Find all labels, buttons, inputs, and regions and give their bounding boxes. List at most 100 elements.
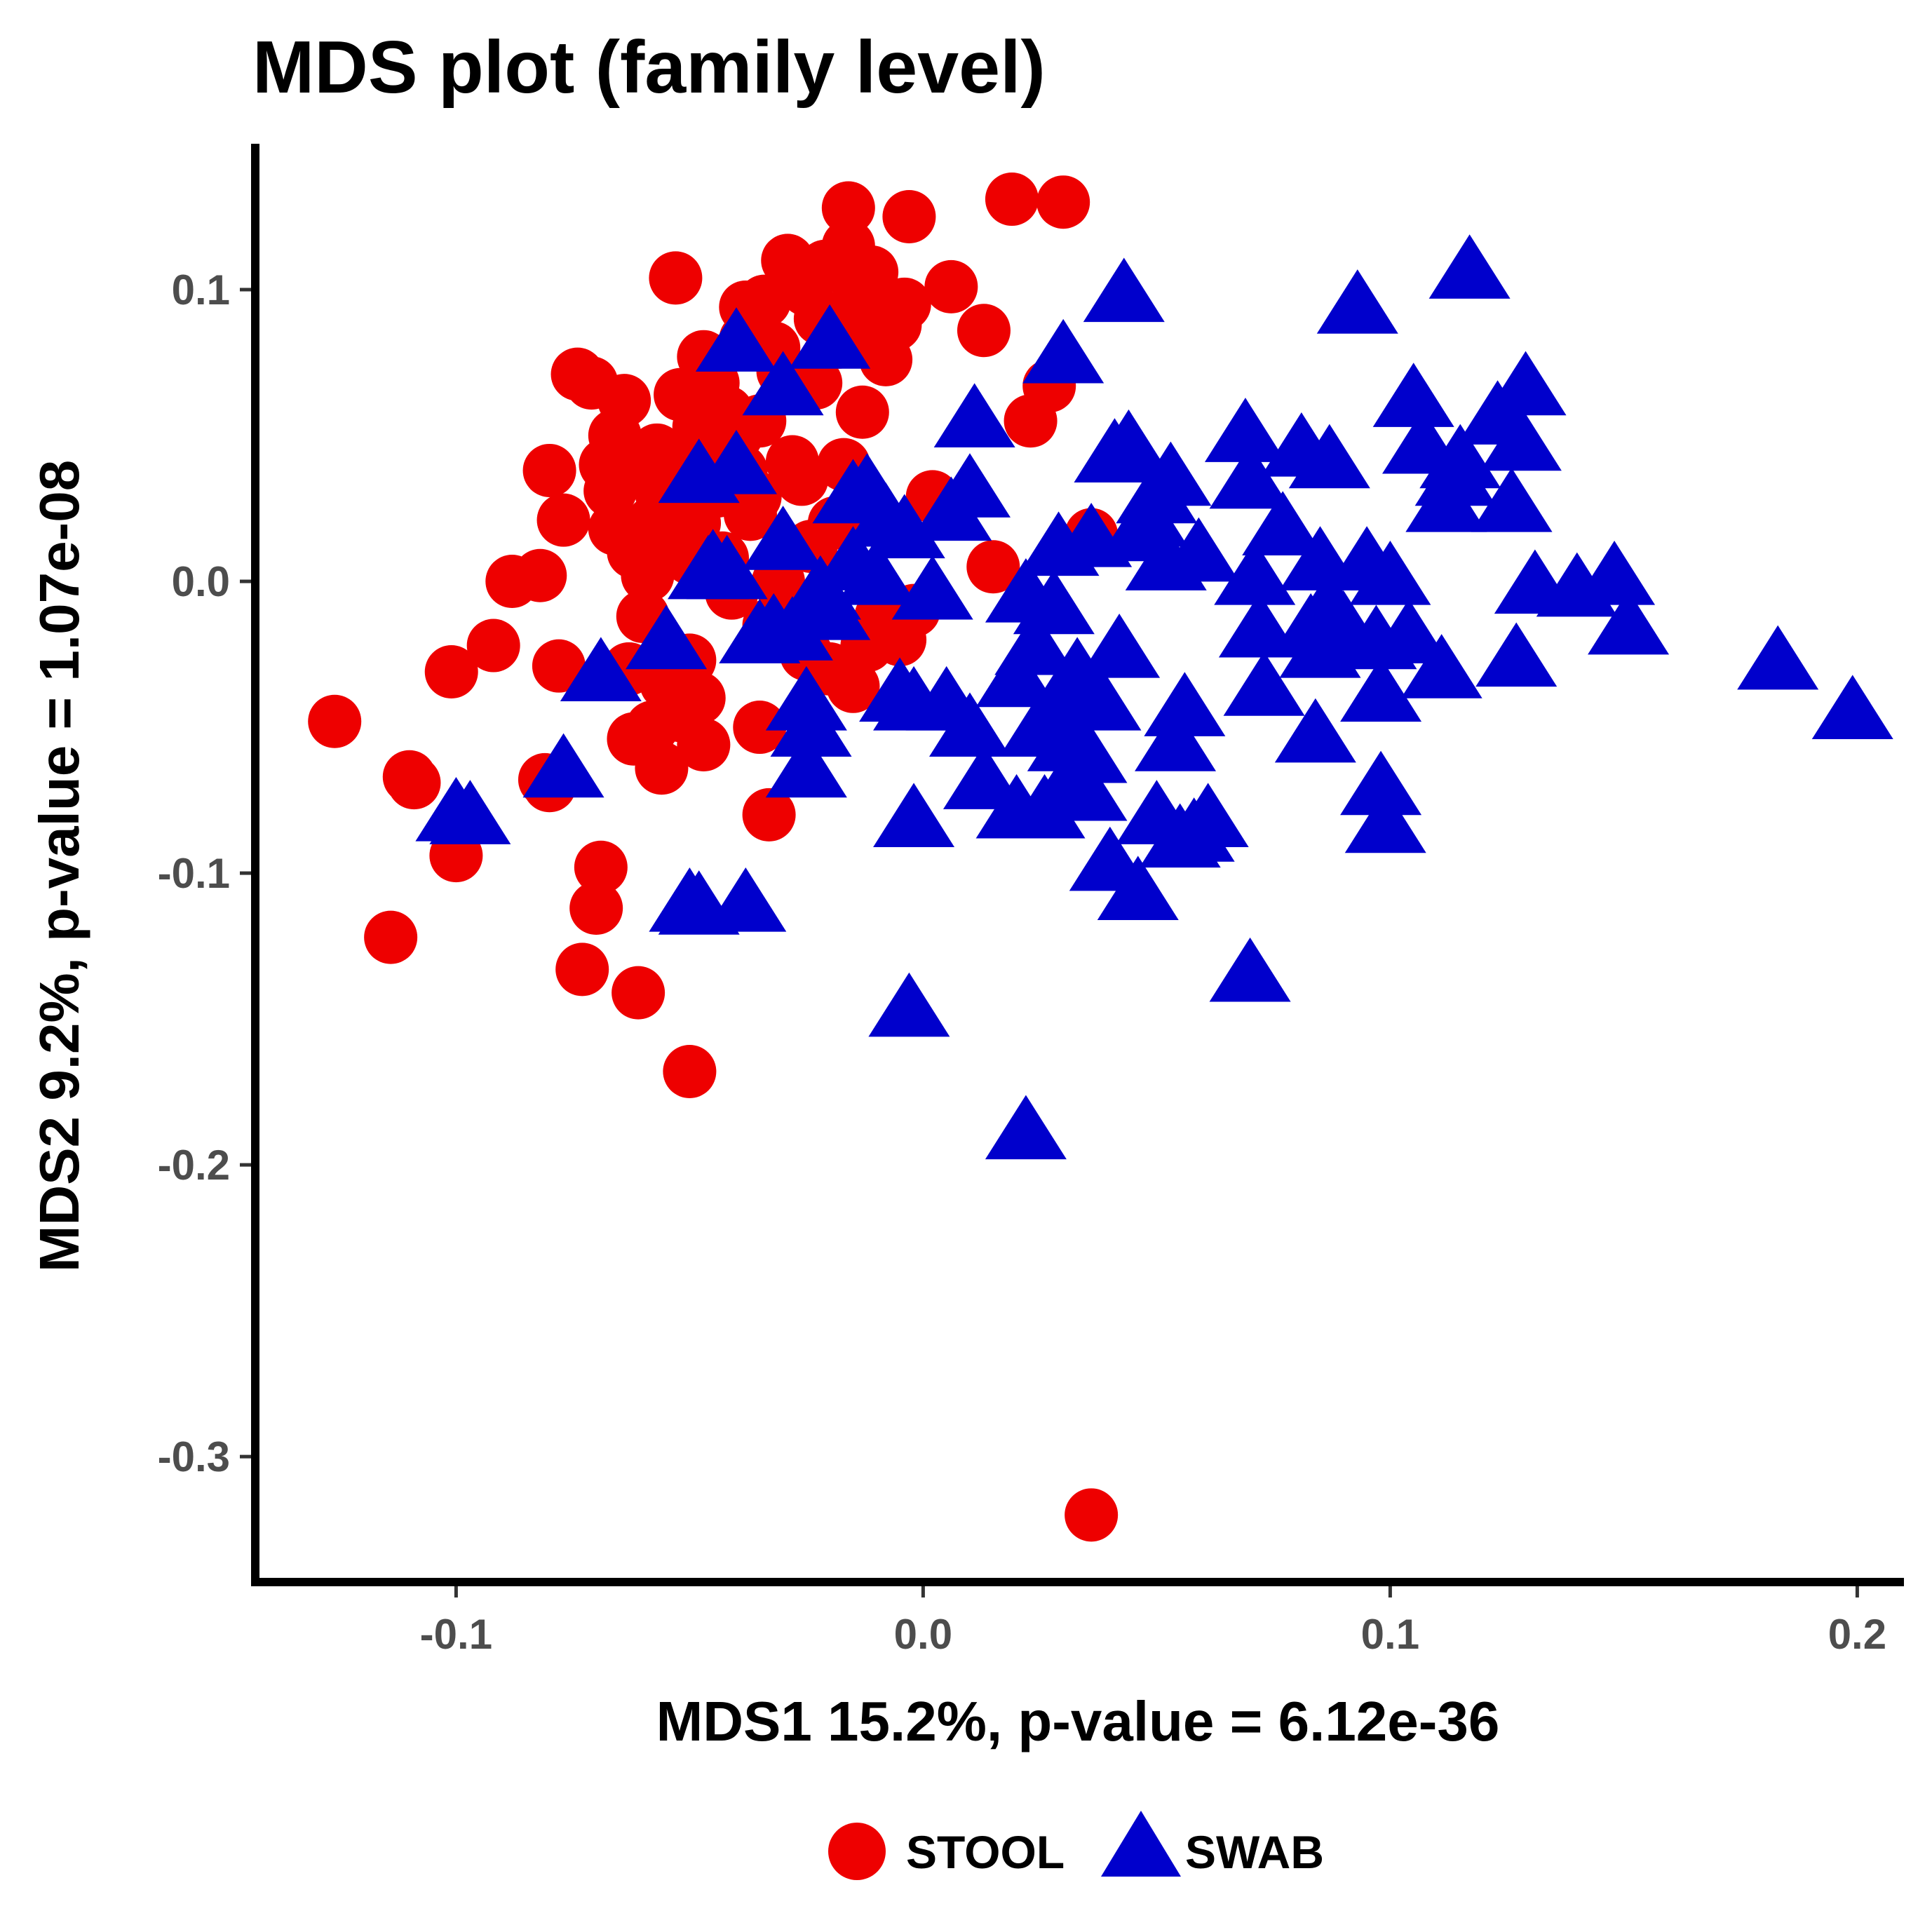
data-point-swab <box>1135 707 1217 771</box>
y-tick-label: -0.3 <box>158 1433 230 1480</box>
data-point-swab <box>1022 318 1105 384</box>
data-point-swab <box>835 541 917 605</box>
data-point-swab <box>1046 718 1128 783</box>
data-point-swab <box>1158 517 1240 582</box>
data-point-swab <box>933 383 1015 448</box>
data-point-stool <box>966 540 1020 594</box>
data-point-swab <box>1368 599 1450 663</box>
data-point-swab <box>626 604 708 670</box>
data-point-stool <box>957 304 1011 358</box>
data-point-swab <box>1079 614 1161 678</box>
legend-swab-label: SWAB <box>1185 1826 1324 1878</box>
data-point-stool <box>569 881 623 935</box>
data-point-swab <box>1060 666 1142 731</box>
data-point-stool <box>555 943 609 997</box>
data-point-swab <box>1588 590 1670 655</box>
data-point-swab <box>985 1095 1067 1160</box>
data-point-swab <box>1485 351 1567 416</box>
data-point-stool <box>677 718 731 772</box>
x-tick-label: 0.2 <box>1828 1611 1886 1658</box>
data-point-swab <box>1214 541 1296 605</box>
y-axis-ticks: -0.3 -0.2 -0.1 0.0 0.1 <box>158 266 251 1480</box>
x-tick-label: 0.0 <box>894 1611 952 1658</box>
data-point-stool <box>364 910 418 964</box>
data-point-swab <box>1209 937 1291 1002</box>
data-point-stool <box>835 385 889 439</box>
data-point-stool <box>513 548 567 602</box>
data-point-stool <box>1065 1488 1119 1542</box>
data-point-swab <box>1344 788 1426 853</box>
data-point-swab <box>751 596 833 661</box>
legend-stool-label: STOOL <box>906 1826 1065 1878</box>
data-point-swab <box>1144 672 1226 736</box>
data-point-stool <box>466 619 520 673</box>
y-tick-label: 0.1 <box>172 266 230 313</box>
data-point-swab <box>522 733 604 798</box>
data-point-swab <box>1316 269 1398 334</box>
y-tick-label: -0.1 <box>158 850 230 897</box>
data-point-stool <box>382 750 436 804</box>
data-point-swab <box>873 783 955 847</box>
data-point-swab <box>770 692 852 757</box>
points-layer <box>308 173 1893 1542</box>
data-point-swab <box>695 307 777 372</box>
data-point-swab <box>1428 234 1511 299</box>
data-point-swab <box>742 506 824 570</box>
data-point-swab <box>742 351 824 416</box>
data-point-swab <box>994 610 1076 675</box>
x-axis-ticks: -0.1 0.0 0.1 0.2 <box>420 1586 1886 1658</box>
data-point-stool <box>308 694 362 748</box>
data-point-swab <box>928 453 1011 518</box>
data-point-swab <box>1218 593 1300 658</box>
data-point-swab <box>1130 441 1212 506</box>
data-point-stool <box>821 181 875 235</box>
data-point-swab <box>1340 657 1422 722</box>
legend: STOOL SWAB <box>828 1811 1324 1880</box>
data-point-swab <box>789 304 871 369</box>
data-point-swab <box>868 972 950 1037</box>
data-point-stool <box>635 741 689 795</box>
data-point-stool <box>742 788 796 842</box>
data-point-stool <box>877 277 931 331</box>
data-point-swab <box>429 780 511 844</box>
data-point-stool <box>574 840 628 894</box>
data-point-swab <box>765 733 847 798</box>
data-point-swab <box>765 666 847 731</box>
data-point-stool <box>532 639 586 693</box>
data-point-swab <box>789 575 871 640</box>
data-point-swab <box>705 867 787 932</box>
data-point-swab <box>1340 750 1422 816</box>
data-point-stool <box>672 671 726 725</box>
data-point-swab <box>891 555 973 620</box>
data-point-stool <box>612 966 666 1020</box>
data-point-swab <box>1737 625 1819 690</box>
data-point-swab <box>1088 409 1170 474</box>
data-point-swab <box>1288 424 1370 489</box>
data-point-swab <box>1471 468 1553 532</box>
data-point-swab <box>1013 569 1095 635</box>
data-point-stool <box>924 259 978 313</box>
data-point-swab <box>1574 541 1656 605</box>
data-point-swab <box>1480 406 1562 471</box>
data-point-stool <box>733 701 787 755</box>
data-point-swab <box>1167 783 1249 847</box>
data-point-stool <box>536 493 590 547</box>
chart-title: MDS plot (family level) <box>252 26 1046 109</box>
data-point-stool <box>826 659 880 713</box>
data-point-swab <box>1083 257 1165 323</box>
data-point-stool <box>597 374 651 428</box>
data-point-swab <box>1372 363 1454 427</box>
data-point-swab <box>1274 698 1356 763</box>
data-point-swab <box>1811 675 1893 740</box>
x-tick-label: -0.1 <box>420 1611 492 1658</box>
data-point-swab <box>1242 491 1324 555</box>
y-axis-label: MDS2 9.2%, p-value = 1.07e-08 <box>28 460 90 1272</box>
data-point-swab <box>1349 541 1431 605</box>
data-point-stool <box>522 443 576 497</box>
data-point-stool <box>1036 175 1090 229</box>
data-point-stool <box>882 190 936 244</box>
data-point-swab <box>1223 651 1305 716</box>
data-point-swab <box>695 429 777 494</box>
data-point-swab <box>1400 634 1482 698</box>
